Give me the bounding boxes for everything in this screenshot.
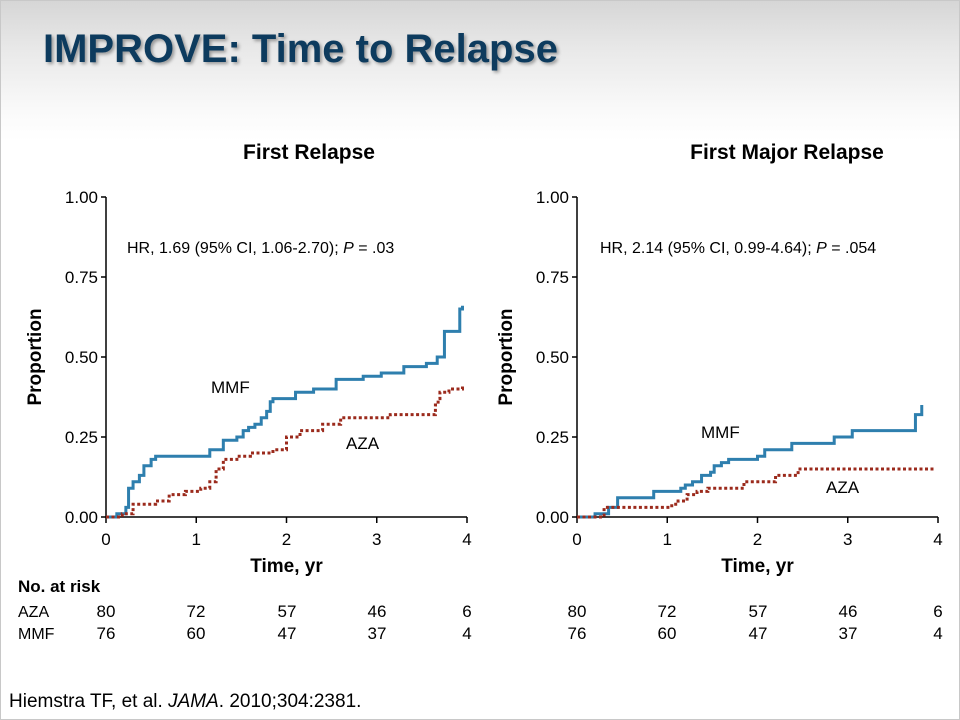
chart2-y-tick-label: 0.00: [536, 508, 569, 527]
chart1-y-tick-label: 0.25: [65, 428, 98, 447]
risk-cell: 4: [462, 624, 471, 643]
chart2-series-mmf-line: [577, 405, 924, 519]
chart1-title: First Relapse: [243, 141, 375, 164]
citation-journal: JAMA: [168, 691, 219, 712]
chart1-x-axis-label: Time, yr: [250, 556, 323, 577]
risk-cell: 4: [933, 624, 942, 643]
chart2-y-tick-label: 0.25: [536, 428, 569, 447]
risk-cell: 46: [368, 602, 387, 621]
chart1-y-tick-label: 0.00: [65, 508, 98, 527]
risk-cell: 57: [749, 602, 768, 621]
chart2-x-tick-label: 1: [663, 530, 672, 549]
chart2-y-axis-label: Proportion: [496, 308, 517, 405]
risk-cell: 76: [568, 624, 587, 643]
risk-cell: 80: [568, 602, 587, 621]
chart2-y-tick-label: 0.75: [536, 268, 569, 287]
risk-cell: 6: [933, 602, 942, 621]
citation-authors: Hiemstra TF, et al.: [9, 691, 169, 712]
risk-cell: 46: [839, 602, 858, 621]
chart2-title: First Major Relapse: [690, 141, 884, 164]
risk-cell: 60: [187, 624, 206, 643]
risk-cell: 76: [97, 624, 116, 643]
chart2-y-tick-label: 0.50: [536, 348, 569, 367]
chart2-x-tick-label: 4: [933, 530, 942, 549]
risk-cell: 37: [839, 624, 858, 643]
risk-row-label: MMF: [18, 626, 55, 643]
chart2-series-mmf-label: MMF: [701, 423, 740, 442]
citation-details: . 2010;304:2381.: [218, 691, 362, 712]
chart1-x-tick-label: 1: [192, 530, 201, 549]
chart1-x-tick-label: 4: [462, 530, 471, 549]
chart2-hr-annotation: HR, 2.14 (95% CI, 0.99-4.64); P = .054: [600, 240, 876, 257]
chart1-y-tick-label: 1.00: [65, 188, 98, 207]
risk-cell: 72: [187, 602, 206, 621]
chart1-x-tick-label: 0: [101, 530, 110, 549]
chart1-y-axis-label: Proportion: [25, 308, 46, 405]
chart2-x-axis-label: Time, yr: [721, 556, 794, 577]
chart1-series-mmf-label: MMF: [211, 378, 250, 397]
chart1-series-aza-label: AZA: [346, 434, 380, 453]
risk-cell: 60: [658, 624, 677, 643]
slide-title: IMPROVE: Time to Relapse: [43, 27, 558, 71]
chart1-hr-annotation: HR, 1.69 (95% CI, 1.06-2.70); P = .03: [127, 240, 394, 257]
chart1-x-tick-label: 3: [372, 530, 381, 549]
chart2-x-tick-label: 3: [843, 530, 852, 549]
risk-cell: 6: [462, 602, 471, 621]
risk-cell: 37: [368, 624, 387, 643]
chart2-series-aza-label: AZA: [826, 478, 860, 497]
risk-cell: 80: [97, 602, 116, 621]
chart2-x-tick-label: 0: [572, 530, 581, 549]
chart2-series-aza-line: [577, 467, 934, 519]
chart1-series-mmf-line: [106, 305, 464, 519]
risk-row-label: AZA: [18, 604, 49, 621]
chart1-y-tick-label: 0.50: [65, 348, 98, 367]
citation: Hiemstra TF, et al. JAMA. 2010;304:2381.: [9, 691, 361, 713]
risk-cell: 47: [278, 624, 297, 643]
risk-table-header: No. at risk: [18, 577, 101, 596]
chart2-x-tick-label: 2: [753, 530, 762, 549]
chart1-y-tick-label: 0.75: [65, 268, 98, 287]
risk-cell: 72: [658, 602, 677, 621]
chart1-x-tick-label: 2: [282, 530, 291, 549]
risk-cell: 47: [749, 624, 768, 643]
chart2-y-tick-label: 1.00: [536, 188, 569, 207]
risk-cell: 57: [278, 602, 297, 621]
chart1-series-aza-line: [106, 385, 464, 519]
